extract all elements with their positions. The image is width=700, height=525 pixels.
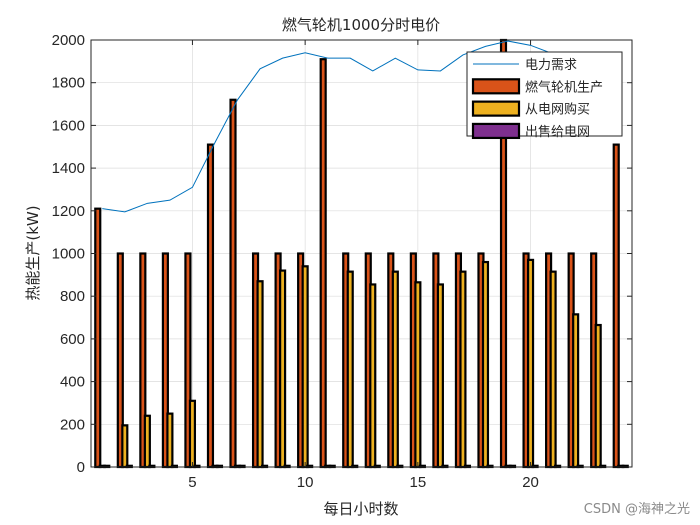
bar-1 <box>319 58 327 469</box>
legend-label: 从电网购买 <box>525 102 590 118</box>
y-tick-label: 1000 <box>52 246 85 263</box>
bar-1 <box>206 143 215 469</box>
line-marks <box>102 40 621 213</box>
bar-2 <box>279 269 287 469</box>
bar-2 <box>526 258 535 469</box>
bar-1 <box>94 207 102 469</box>
y-tick-label: 600 <box>60 331 85 348</box>
bar-2 <box>572 313 580 469</box>
bar-1 <box>229 98 237 469</box>
bar-2 <box>549 270 557 469</box>
legend-label: 电力需求 <box>525 58 577 73</box>
y-tick-label: 1400 <box>52 160 85 177</box>
bar-2 <box>436 283 444 469</box>
chart-title: 燃气轮机1000分时电价 <box>282 16 440 34</box>
bar-2 <box>414 281 422 469</box>
y-tick-label: 400 <box>60 374 85 391</box>
x-tick-label: 20 <box>522 474 539 491</box>
y-tick-label: 800 <box>60 288 85 305</box>
demand-line <box>102 40 621 213</box>
y-tick-label: 2000 <box>52 32 85 49</box>
legend-label: 燃气轮机生产 <box>525 79 603 95</box>
y-tick-label: 1200 <box>52 203 85 220</box>
y-tick-label: 1600 <box>52 117 85 134</box>
bar-2 <box>459 270 467 469</box>
legend-bar-swatch <box>471 100 521 117</box>
legend-label: 出售给电网 <box>525 124 590 140</box>
y-axis-title: 热能生产(kW) <box>24 205 42 300</box>
legend-bar-swatch <box>471 78 521 95</box>
bar-2 <box>346 270 354 469</box>
bar-2 <box>256 280 264 469</box>
bar-2 <box>121 424 129 469</box>
y-tick-label: 1800 <box>52 75 85 92</box>
x-tick-label: 10 <box>297 474 314 491</box>
x-tick-label: 5 <box>188 474 196 491</box>
bar-2 <box>594 323 602 469</box>
y-tick-label: 0 <box>77 459 85 476</box>
axis-ticks: 5 10 15 20020040060080010001200140016001800… <box>52 32 632 491</box>
x-tick-label: 15 <box>410 474 427 491</box>
bar-2 <box>301 265 309 469</box>
bar-2 <box>369 283 377 469</box>
bar-2 <box>391 270 399 469</box>
watermark: CSDN @海神之光 <box>583 502 690 517</box>
x-axis-title: 每日小时数 <box>323 500 398 518</box>
bar-2 <box>166 412 174 469</box>
bar-2 <box>481 260 490 469</box>
legend-bar-swatch <box>471 122 521 140</box>
bar-2 <box>188 399 197 469</box>
bar-2 <box>143 414 151 469</box>
y-tick-label: 200 <box>60 416 85 433</box>
bar-1 <box>612 143 620 469</box>
